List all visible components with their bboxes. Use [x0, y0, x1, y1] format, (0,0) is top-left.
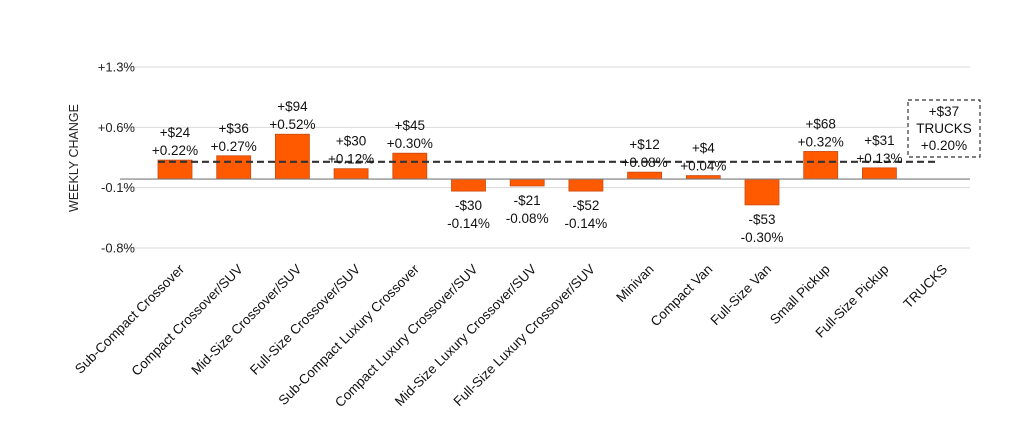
y-tick-labels: +1.3% +0.6% -0.1% -0.8% [98, 60, 136, 256]
trucks-summary-box: +$37 TRUCKS +0.20% [907, 99, 981, 158]
bar [451, 178, 486, 192]
dollar-label: +$45 [395, 118, 425, 133]
dollar-label: +$24 [160, 125, 191, 140]
percent-label: +0.13% [856, 151, 902, 166]
category-label: Small Pickup [767, 262, 833, 328]
bar [862, 167, 897, 180]
dollar-label: +$12 [629, 137, 659, 152]
data-labels: +$24 +0.22% +$36 +0.27% +$94 +0.52% +$30 +0.12%… [152, 99, 903, 245]
bar [157, 159, 193, 180]
summary-dollar-label: +$37 [929, 104, 959, 119]
category-label: Full-Size Crossover/SUV [247, 262, 363, 378]
bar [274, 133, 310, 180]
percent-label: +0.27% [211, 139, 257, 154]
bar [744, 178, 780, 206]
category-label: Compact Crossover/SUV [129, 262, 246, 379]
y-tick-label: +1.3% [98, 60, 136, 75]
dollar-label: -$21 [514, 193, 541, 208]
percent-label: +0.32% [798, 134, 844, 149]
percent-label: +0.12% [328, 152, 374, 167]
y-tick-label: -0.8% [101, 241, 135, 256]
percent-label: +0.22% [152, 143, 198, 158]
bar [216, 155, 252, 180]
dollar-label: -$53 [748, 212, 775, 227]
bar [803, 151, 839, 180]
y-tick-label: -0.1% [101, 180, 135, 195]
percent-label: -0.14% [447, 216, 490, 231]
percent-label: -0.14% [565, 216, 608, 231]
percent-label: +0.30% [387, 136, 433, 151]
category-label: TRUCKS [900, 262, 950, 312]
y-axis-label: WEEKLY CHANGE [67, 104, 81, 212]
dollar-label: +$36 [218, 121, 248, 136]
dollar-label: +$94 [277, 99, 308, 114]
bar [627, 171, 662, 180]
bar [333, 168, 369, 180]
y-tick-label: +0.6% [98, 120, 136, 135]
summary-box-border [907, 99, 981, 158]
dollar-label: +$68 [805, 116, 835, 131]
summary-name-label: TRUCKS [916, 121, 972, 136]
percent-label: +0.52% [269, 117, 315, 132]
dollar-label: +$4 [692, 141, 715, 156]
bar [392, 152, 428, 180]
bar [509, 178, 545, 187]
category-label: Minivan [613, 262, 657, 306]
category-label: Compact Van [648, 262, 716, 330]
percent-label: -0.30% [741, 230, 784, 245]
category-label: Mid-Size Crossover/SUV [188, 262, 304, 378]
dollar-label: -$52 [572, 198, 599, 213]
percent-label: +0.04% [680, 159, 726, 174]
percent-label: -0.08% [506, 211, 549, 226]
category-label: Full-Size Van [707, 262, 774, 329]
percent-label: +0.08% [622, 155, 668, 170]
dollar-label: +$30 [336, 134, 366, 149]
dollar-label: +$31 [864, 133, 894, 148]
gridlines [120, 66, 970, 249]
bar [568, 178, 604, 192]
dollar-label: -$30 [455, 198, 482, 213]
summary-percent-label: +0.20% [921, 138, 967, 153]
category-label: Sub-Compact Crossover [72, 261, 187, 376]
